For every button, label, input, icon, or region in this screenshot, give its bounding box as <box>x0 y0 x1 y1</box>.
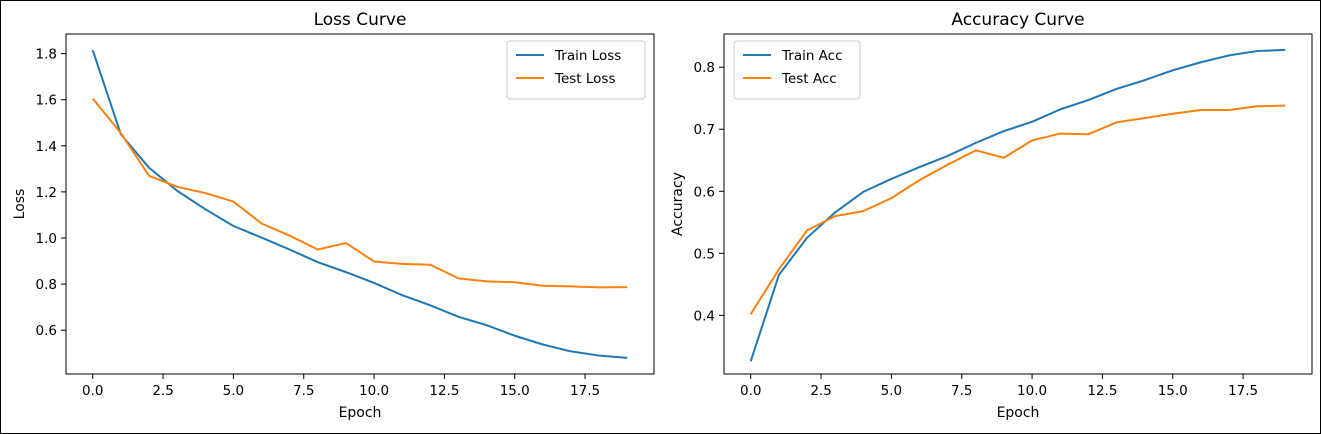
loss-curve-axes-frame <box>65 33 655 375</box>
y-tick-label: 1.4 <box>36 139 57 155</box>
accuracy-curve-axes-frame <box>723 33 1313 375</box>
y-tick-label: 0.7 <box>694 122 715 138</box>
x-tick-label: 0.0 <box>740 383 761 399</box>
series-line-train-loss <box>91 49 628 359</box>
legend-label-test-loss: Test Loss <box>554 71 616 87</box>
accuracy-curve-y-axis-label: Accuracy <box>670 172 686 236</box>
x-tick-label: 15.0 <box>1158 383 1188 399</box>
x-tick-label: 5.0 <box>223 383 244 399</box>
accuracy-curve-title: Accuracy Curve <box>951 10 1084 30</box>
y-tick-label: 0.5 <box>694 246 715 262</box>
y-tick-label: 0.6 <box>694 184 715 200</box>
legend-label-train-loss: Train Loss <box>554 48 621 64</box>
x-tick-label: 17.5 <box>570 383 600 399</box>
y-tick-label: 0.4 <box>694 308 715 324</box>
legend-label-test-acc: Test Acc <box>781 71 837 87</box>
series-line-test-loss <box>91 97 628 289</box>
y-tick-label: 1.8 <box>36 47 57 63</box>
x-tick-label: 7.5 <box>293 383 314 399</box>
x-tick-label: 2.5 <box>152 383 173 399</box>
x-tick-label: 7.5 <box>951 383 972 399</box>
x-tick-label: 15.0 <box>500 383 530 399</box>
series-line-test-acc <box>749 104 1286 315</box>
series-line-train-acc <box>749 48 1286 362</box>
y-tick-label: 0.6 <box>36 323 57 339</box>
loss-curve-y-axis-label: Loss <box>12 189 28 220</box>
y-tick-label: 1.0 <box>36 231 57 247</box>
accuracy-curve-panel: Accuracy Curve 0.0 2.5 5.0 7.5 10.0 12.5 15.0 17… <box>670 10 1313 421</box>
accuracy-curve-x-axis-label: Epoch <box>997 405 1040 421</box>
x-tick-label: 12.5 <box>429 383 459 399</box>
loss-curve-legend: Train Loss Test Loss <box>506 40 646 100</box>
legend-label-train-acc: Train Acc <box>781 48 843 64</box>
y-tick-label: 1.6 <box>36 93 57 109</box>
x-tick-label: 10.0 <box>359 383 389 399</box>
x-tick-label: 0.0 <box>82 383 103 399</box>
loss-curve-title: Loss Curve <box>314 10 407 30</box>
x-tick-label: 12.5 <box>1087 383 1117 399</box>
x-tick-label: 10.0 <box>1017 383 1047 399</box>
loss-curve-panel: Loss Curve 0.0 2.5 5.0 7.5 10.0 12.5 15.0 17.5 0.… <box>12 10 655 421</box>
loss-curve-x-axis-label: Epoch <box>339 405 382 421</box>
x-tick-label: 2.5 <box>810 383 831 399</box>
y-tick-label: 0.8 <box>36 277 57 293</box>
x-tick-label: 5.0 <box>881 383 902 399</box>
y-tick-label: 0.8 <box>694 60 715 76</box>
accuracy-curve-legend: Train Acc Test Acc <box>733 40 861 100</box>
y-tick-label: 1.2 <box>36 185 57 201</box>
x-tick-label: 17.5 <box>1228 383 1258 399</box>
